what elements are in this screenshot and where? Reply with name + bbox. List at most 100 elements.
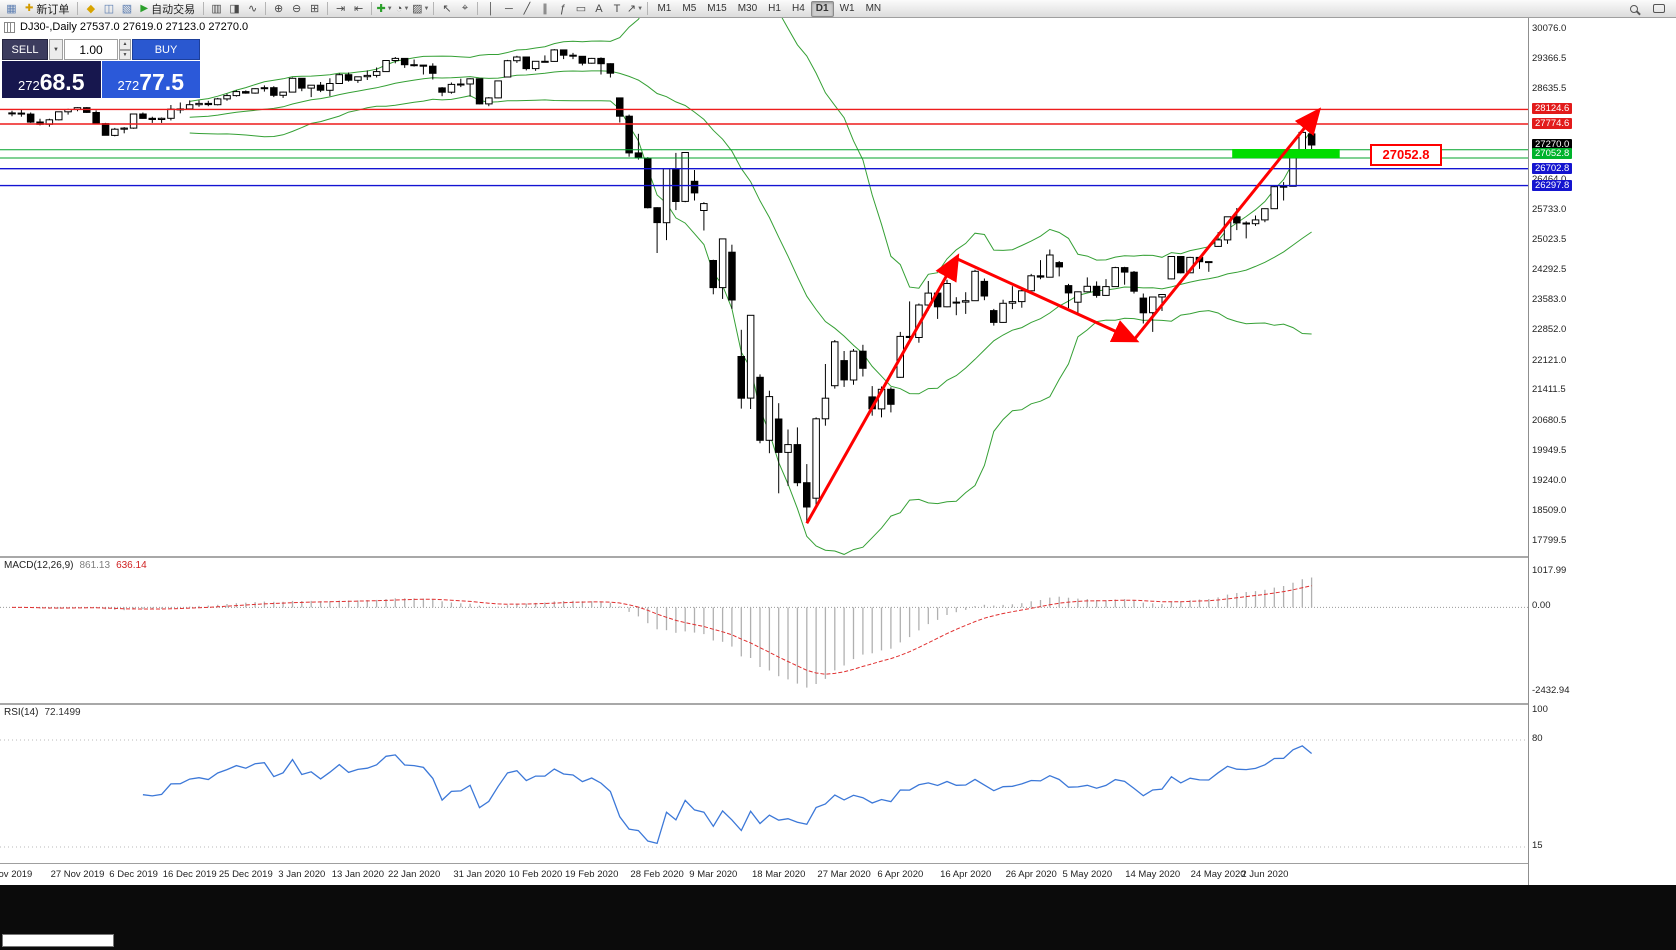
price-tick: 21411.5 <box>1532 384 1566 396</box>
bottom-bar <box>0 885 1676 950</box>
price-level-label: 28124.6 <box>1532 103 1573 115</box>
date-tick: 26 Apr 2020 <box>1005 869 1057 880</box>
crosshair-icon[interactable]: ⌖ <box>461 2 469 14</box>
date-tick: Nov 2019 <box>0 869 33 880</box>
indicators-icon[interactable]: ✚ ▼ <box>376 3 393 15</box>
shapes-icon[interactable]: ▭ <box>575 3 587 15</box>
date-tick: 3 Jan 2020 <box>278 869 326 880</box>
timeframe-d1[interactable]: D1 <box>810 0 834 17</box>
toolbar-separator <box>265 2 267 15</box>
price-tick: 20680.5 <box>1532 414 1567 426</box>
buy-button[interactable]: BUY <box>132 39 200 60</box>
main-chart-panel[interactable]: DJ30-,Daily 27537.0 27619.0 27123.0 2727… <box>0 18 1528 556</box>
price-tick: 18509.0 <box>1532 505 1567 517</box>
chart-shift-icon[interactable]: ⇤ <box>353 3 364 15</box>
price-tick: 23583.0 <box>1532 293 1567 305</box>
timeframe-mn[interactable]: MN <box>865 2 882 14</box>
price-tick: 25023.5 <box>1532 233 1567 245</box>
sell-price-small: 272 <box>18 78 40 93</box>
price-level-label: 26297.8 <box>1532 179 1573 191</box>
new-order-button[interactable]: ✚ 新订单 <box>25 3 70 16</box>
timeframe-h1[interactable]: H1 <box>768 2 781 14</box>
toolbar-right <box>1625 1 1673 16</box>
tile-windows-icon[interactable]: ⊞ <box>309 3 320 15</box>
vertical-line-icon[interactable]: │ <box>487 2 495 15</box>
volume-down-icon[interactable]: ▼ <box>119 49 131 60</box>
price-tick: 19240.0 <box>1532 474 1567 486</box>
volume-dropdown-icon[interactable]: ▼ <box>49 39 63 60</box>
bottom-left-box <box>2 934 114 947</box>
sell-price-display[interactable]: 272 68.5 <box>2 61 101 98</box>
volume-up-icon[interactable]: ▲ <box>119 39 131 50</box>
zoom-in-icon[interactable]: ⊕ <box>273 3 284 15</box>
trendline-icon[interactable]: ╱ <box>523 3 531 15</box>
macd-panel[interactable]: MACD(12,26,9) 861.13 636.14 <box>0 556 1528 703</box>
auto-scroll-icon[interactable]: ⇥ <box>335 3 346 15</box>
date-tick: 24 May 2020 <box>1190 869 1246 880</box>
volume-input[interactable] <box>64 39 118 60</box>
timeframe-w1[interactable]: W1 <box>839 2 855 14</box>
bar-chart-icon[interactable]: ▥ <box>211 3 222 15</box>
price-annotation-label[interactable]: 27052.8 <box>1370 144 1442 166</box>
rsi-chart <box>0 739 1528 848</box>
timeframe-m5[interactable]: M5 <box>682 2 697 14</box>
arrows-icon[interactable]: ↗ ▼ <box>626 3 644 15</box>
sell-button[interactable]: SELL <box>2 39 48 60</box>
line-chart-icon[interactable]: ∿ <box>247 3 258 15</box>
timeframe-h4[interactable]: H4 <box>791 2 805 14</box>
date-tick: 18 Mar 2020 <box>752 869 806 880</box>
volume-stepper: ▲ ▼ <box>119 39 131 60</box>
date-tick: 31 Jan 2020 <box>453 869 506 880</box>
price-tick: 26464.0 <box>1532 174 1566 185</box>
price-level-label: 27052.8 <box>1532 148 1573 160</box>
timeframe-m1[interactable]: M1 <box>657 2 672 14</box>
price-tick: 22121.0 <box>1532 354 1567 366</box>
data-window-icon[interactable]: ◫ <box>103 3 115 15</box>
timeframe-m15[interactable]: M15 <box>707 2 727 14</box>
market-watch-icon[interactable]: ◆ <box>86 3 96 15</box>
chart-window-icon[interactable]: ▦ <box>6 3 17 15</box>
periods-icon[interactable]: ◔ ▼ <box>395 2 410 15</box>
price-tick: 15 <box>1532 840 1543 851</box>
auto-trading-button[interactable]: ▶ 自动交易 <box>140 3 196 16</box>
date-tick: 6 Dec 2019 <box>109 869 158 880</box>
date-tick: 6 Apr 2020 <box>877 869 924 880</box>
price-tick: 28635.5 <box>1532 83 1567 95</box>
rsi-label: RSI(14) 72.1499 <box>4 707 81 718</box>
date-tick: 9 Mar 2020 <box>689 869 738 880</box>
price-axis[interactable]: 30076.0 29366.5 28635.5 26464.0 25733.0 25023… <box>1528 18 1676 885</box>
price-tick: 0.00 <box>1532 600 1551 612</box>
macd-chart <box>0 577 1528 688</box>
rsi-name: RSI(14) <box>4 707 39 718</box>
date-axis[interactable]: Nov 2019 27 Nov 2019 6 Dec 2019 16 Dec 2019… <box>0 863 1528 885</box>
text-icon[interactable]: A <box>595 2 603 15</box>
toolbar-items: ▦ ✚ 新订单 ◆ ◫ ▧ ▶ 自动交易 ▥ ◨ ∿ ⊕ ⊖ ⊞ ⇥ ⇤ ✚ ▼ ◔ ▼ ▨ ▼ ↖ ⌖ │ ─ ╱ ∥ ƒ ▭ A T ↗ ▼ M… <box>3 0 886 17</box>
rsi-panel[interactable]: RSI(14) 72.1499 <box>0 703 1528 863</box>
timeframe-m30[interactable]: M30 <box>737 2 758 14</box>
macd-label: MACD(12,26,9) 861.13 636.14 <box>4 560 147 571</box>
macd-value-signal: 636.14 <box>116 560 147 571</box>
channel-icon[interactable]: ∥ <box>542 3 548 15</box>
chart-icon <box>4 21 15 33</box>
templates-icon[interactable]: ▨ ▼ <box>412 3 430 15</box>
date-tick: 10 Feb 2020 <box>508 869 563 880</box>
price-tick: 22852.0 <box>1532 324 1567 336</box>
price-tick: 19949.5 <box>1532 445 1567 457</box>
price-level-label: 27270.0 <box>1532 139 1573 150</box>
candlestick-chart[interactable] <box>0 18 1528 556</box>
price-level-label: 26702.8 <box>1532 162 1573 174</box>
navigator-icon[interactable]: ▧ <box>121 3 133 15</box>
candlestick-chart-icon[interactable]: ◨ <box>229 3 240 15</box>
price-tick: -2432.94 <box>1532 685 1570 696</box>
fibonacci-icon[interactable]: ƒ <box>559 2 567 15</box>
label-icon[interactable]: T <box>613 2 621 15</box>
search-icon[interactable] <box>1625 1 1642 16</box>
price-tick: 1017.99 <box>1532 565 1567 576</box>
chat-icon[interactable] <box>1650 1 1667 16</box>
cursor-icon[interactable]: ↖ <box>442 3 452 15</box>
buy-price-small: 272 <box>117 78 140 93</box>
horizontal-line-icon[interactable]: ─ <box>505 2 513 15</box>
buy-price-display[interactable]: 272 77.5 <box>101 61 200 98</box>
zoom-out-icon[interactable]: ⊖ <box>291 3 302 15</box>
